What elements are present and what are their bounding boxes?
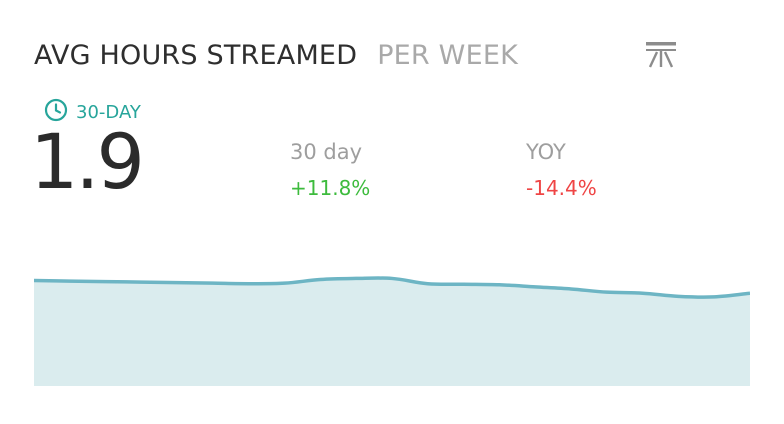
stat-value: +11.8%: [290, 176, 371, 200]
stat-label: 30 day: [290, 140, 363, 164]
sparkline-area: [34, 278, 750, 386]
stat-30-day: 30 day +11.8%: [290, 140, 370, 200]
stat-yoy: YOY -14.4%: [526, 140, 597, 200]
antenna-tower-icon[interactable]: [644, 38, 678, 70]
stat-label: YOY: [526, 140, 566, 164]
stat-value: -14.4%: [526, 176, 597, 200]
widget-header: AVG HOURS STREAMED PER WEEK: [34, 40, 518, 71]
widget-title: AVG HOURS STREAMED: [34, 40, 358, 71]
clock-icon: [44, 98, 76, 127]
widget-subtitle: PER WEEK: [377, 40, 518, 71]
period-indicator[interactable]: 30-DAY: [44, 98, 141, 127]
sparkline-chart: [34, 276, 750, 386]
sparkline-line: [34, 276, 750, 299]
period-label: 30-DAY: [76, 102, 141, 123]
metric-value: 1.9: [30, 117, 145, 206]
